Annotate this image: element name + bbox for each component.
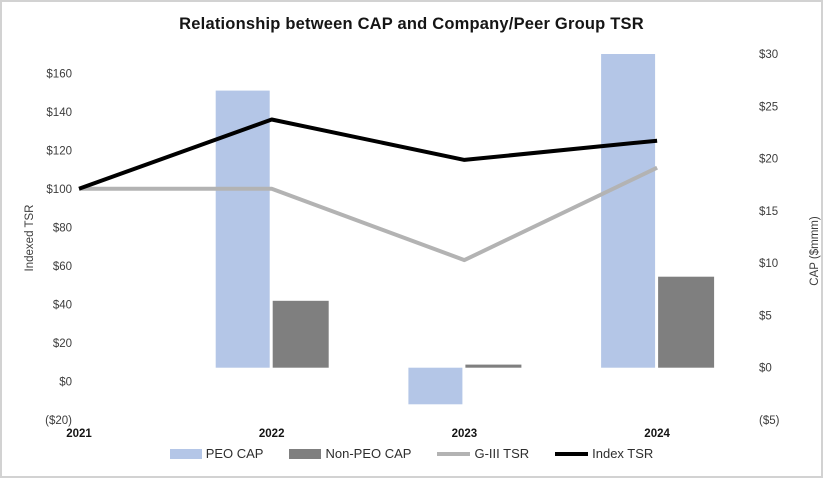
- bar-series-peo-cap: [215, 54, 656, 405]
- bar: [601, 54, 656, 368]
- right-axis-tick-label: $0: [759, 363, 772, 375]
- legend-bar-swatch-icon: [289, 448, 322, 459]
- left-axis-tick-label: $0: [59, 377, 72, 389]
- x-axis-label: 2023: [452, 428, 478, 440]
- x-axis-label: 2024: [644, 428, 670, 440]
- legend: PEO CAP Non-PEO CAP G-III TSR Index TSR: [2, 446, 821, 461]
- left-axis-tick-label: $100: [46, 184, 72, 196]
- bar: [215, 90, 270, 368]
- left-axis-tick-label: $60: [53, 261, 72, 273]
- left-axis-title: Indexed TSR: [24, 204, 36, 272]
- legend-item-index-tsr: Index TSR: [555, 446, 653, 461]
- legend-bar-swatch-icon: [169, 448, 202, 459]
- right-axis-tick-label: $5: [759, 310, 772, 322]
- right-axis-title: CAP ($mmm): [809, 216, 821, 286]
- right-axis-tick-label: $10: [759, 258, 778, 270]
- left-axis-tick-label: $140: [46, 107, 72, 119]
- bar: [465, 364, 522, 368]
- legend-item-peo-cap: PEO CAP: [169, 446, 264, 461]
- legend-label: PEO CAP: [205, 446, 264, 461]
- left-axis-tick-label: $120: [46, 145, 72, 157]
- left-axis-tick-label: ($20): [45, 415, 72, 427]
- left-axis-tick-label: $20: [53, 338, 72, 350]
- legend-item-non-peo-cap: Non-PEO CAP: [289, 446, 411, 461]
- x-axis-label: 2021: [66, 428, 92, 440]
- line-series-index-tsr: [78, 117, 658, 191]
- chart-title: Relationship between CAP and Company/Pee…: [179, 15, 644, 33]
- legend-line-swatch-icon: [437, 451, 471, 456]
- legend-label: Non-PEO CAP: [325, 446, 412, 461]
- legend-label: G-III TSR: [474, 446, 530, 461]
- legend-label: Index TSR: [592, 446, 654, 461]
- line-series-g-iii-tsr: [79, 165, 658, 263]
- x-axis-label: 2022: [259, 428, 285, 440]
- right-axis-tick-label: $20: [759, 154, 778, 166]
- right-axis-tick-label: ($5): [759, 415, 780, 427]
- legend-item-g-iii-tsr: G-III TSR: [437, 446, 529, 461]
- bar-series-non-peo-cap: [272, 276, 715, 368]
- bar: [658, 276, 715, 368]
- left-axis-tick-label: $40: [53, 299, 72, 311]
- right-axis-tick-label: $25: [759, 101, 778, 113]
- right-axis-tick-label: $15: [759, 206, 778, 218]
- left-axis-tick-label: $80: [53, 222, 72, 234]
- bar: [272, 300, 329, 368]
- legend-line-swatch-icon: [555, 451, 589, 456]
- left-axis-tick-label: $160: [46, 68, 72, 80]
- right-axis-tick-label: $30: [759, 49, 778, 61]
- bar: [408, 367, 463, 405]
